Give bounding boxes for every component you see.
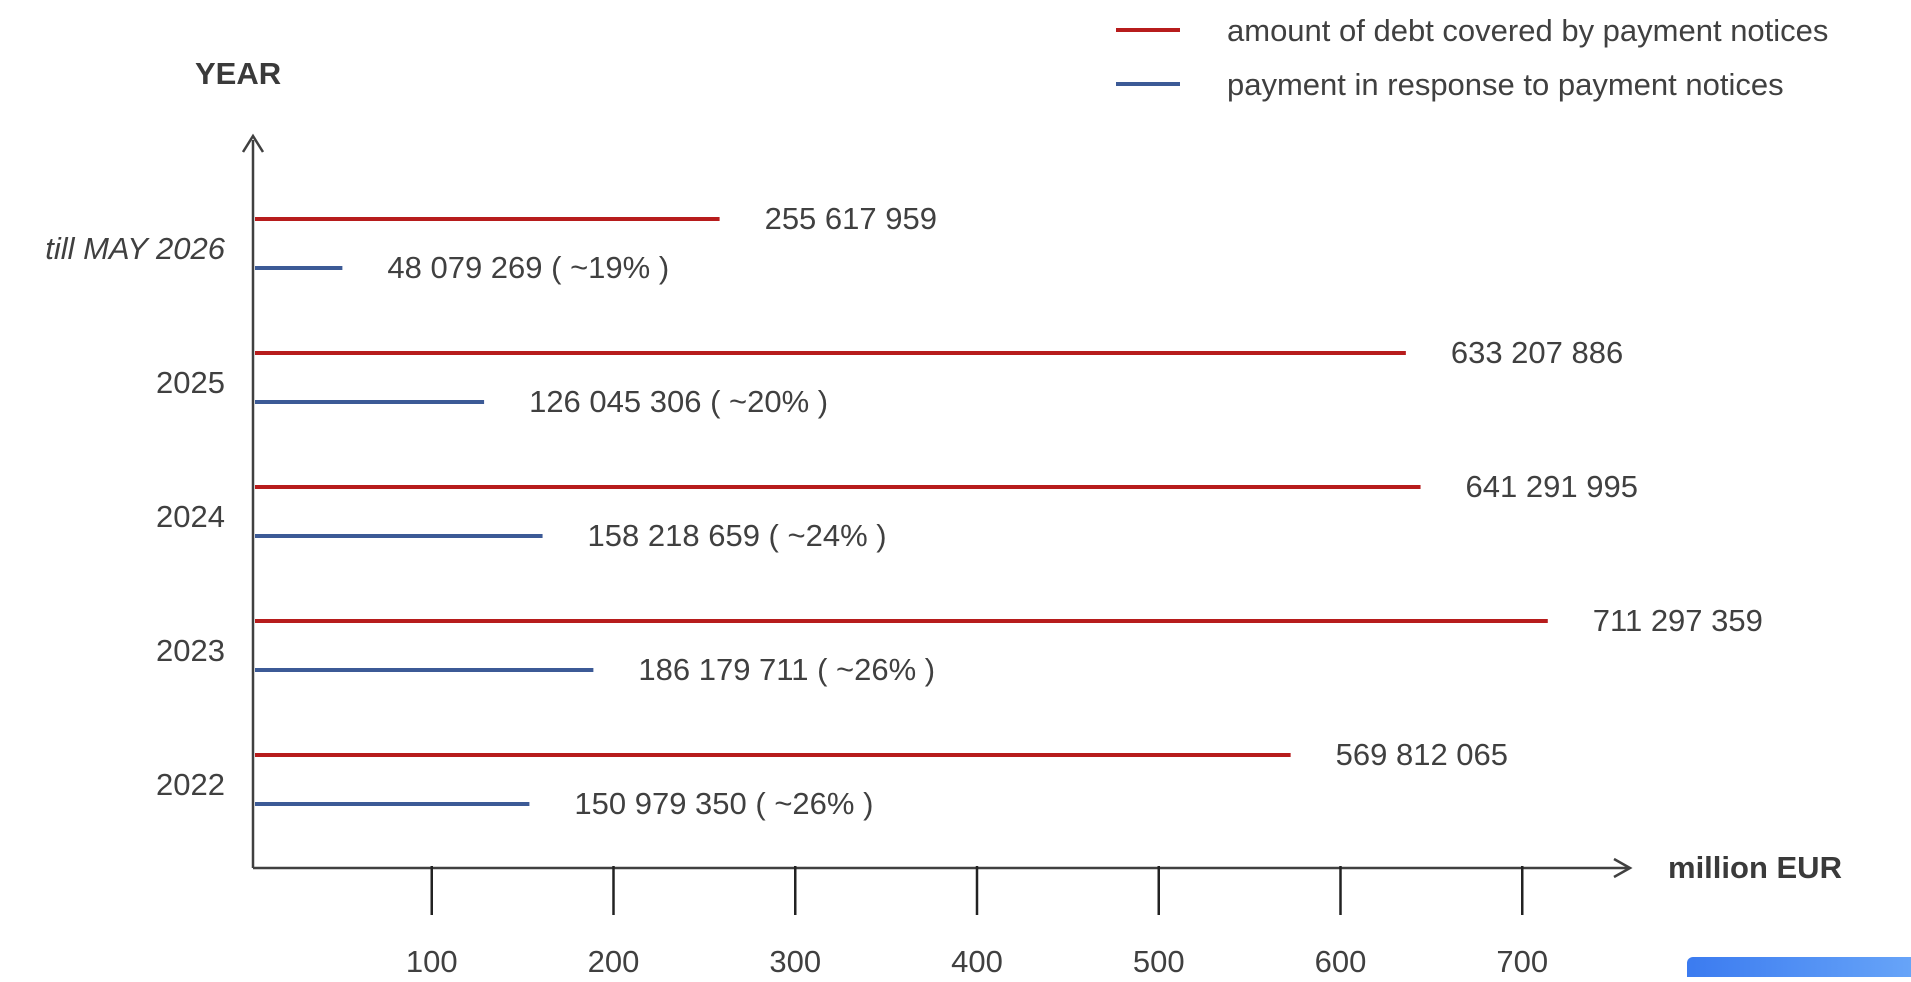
payment-value-label-1: 126 045 306 ( ~20% )	[529, 384, 828, 419]
x-axis-arrow	[1613, 857, 1633, 879]
payment-value-label-3: 186 179 711 ( ~26% )	[638, 652, 935, 687]
x-ticks: 100 200 300 400 500 600 700	[406, 866, 1548, 979]
x-tick-label-600: 600	[1315, 944, 1367, 977]
corner-accent	[1687, 957, 1911, 977]
x-tick-label-200: 200	[588, 944, 640, 977]
x-tick-label-700: 700	[1496, 944, 1548, 977]
x-tick-label-500: 500	[1133, 944, 1185, 977]
axes	[241, 133, 1633, 879]
category-labels: till MAY 2026 2025 2024 2023 2022	[45, 231, 226, 802]
category-label-2: 2024	[156, 499, 225, 534]
x-tick-label-400: 400	[951, 944, 1003, 977]
category-label-1: 2025	[156, 365, 225, 400]
x-axis-title: million EUR	[1668, 850, 1842, 885]
legend-label-0: amount of debt covered by payment notice…	[1227, 13, 1828, 48]
category-label-3: 2023	[156, 633, 225, 668]
debt-value-label-4: 569 812 065	[1336, 737, 1508, 772]
debt-value-label-0: 255 617 959	[765, 201, 937, 236]
debt-value-label-1: 633 207 886	[1451, 335, 1623, 370]
x-tick-label-300: 300	[769, 944, 821, 977]
legend: amount of debt covered by payment notice…	[1116, 13, 1828, 102]
payment-value-label-0: 48 079 269 ( ~19% )	[387, 250, 669, 285]
category-label-4: 2022	[156, 767, 225, 802]
debt-value-label-3: 711 297 359	[1593, 603, 1763, 638]
category-label-0: till MAY 2026	[45, 231, 226, 266]
payment-value-label-2: 158 218 659 ( ~24% )	[588, 518, 887, 553]
x-tick-label-100: 100	[406, 944, 458, 977]
y-axis-title: YEAR	[195, 56, 281, 91]
legend-label-1: payment in response to payment notices	[1227, 67, 1784, 102]
bars: 255 617 959 633 207 886 641 291 995 711 297…	[255, 201, 1763, 821]
debt-value-label-2: 641 291 995	[1466, 469, 1638, 504]
payment-value-label-4: 150 979 350 ( ~26% )	[574, 786, 873, 821]
y-axis-arrow	[241, 133, 265, 153]
